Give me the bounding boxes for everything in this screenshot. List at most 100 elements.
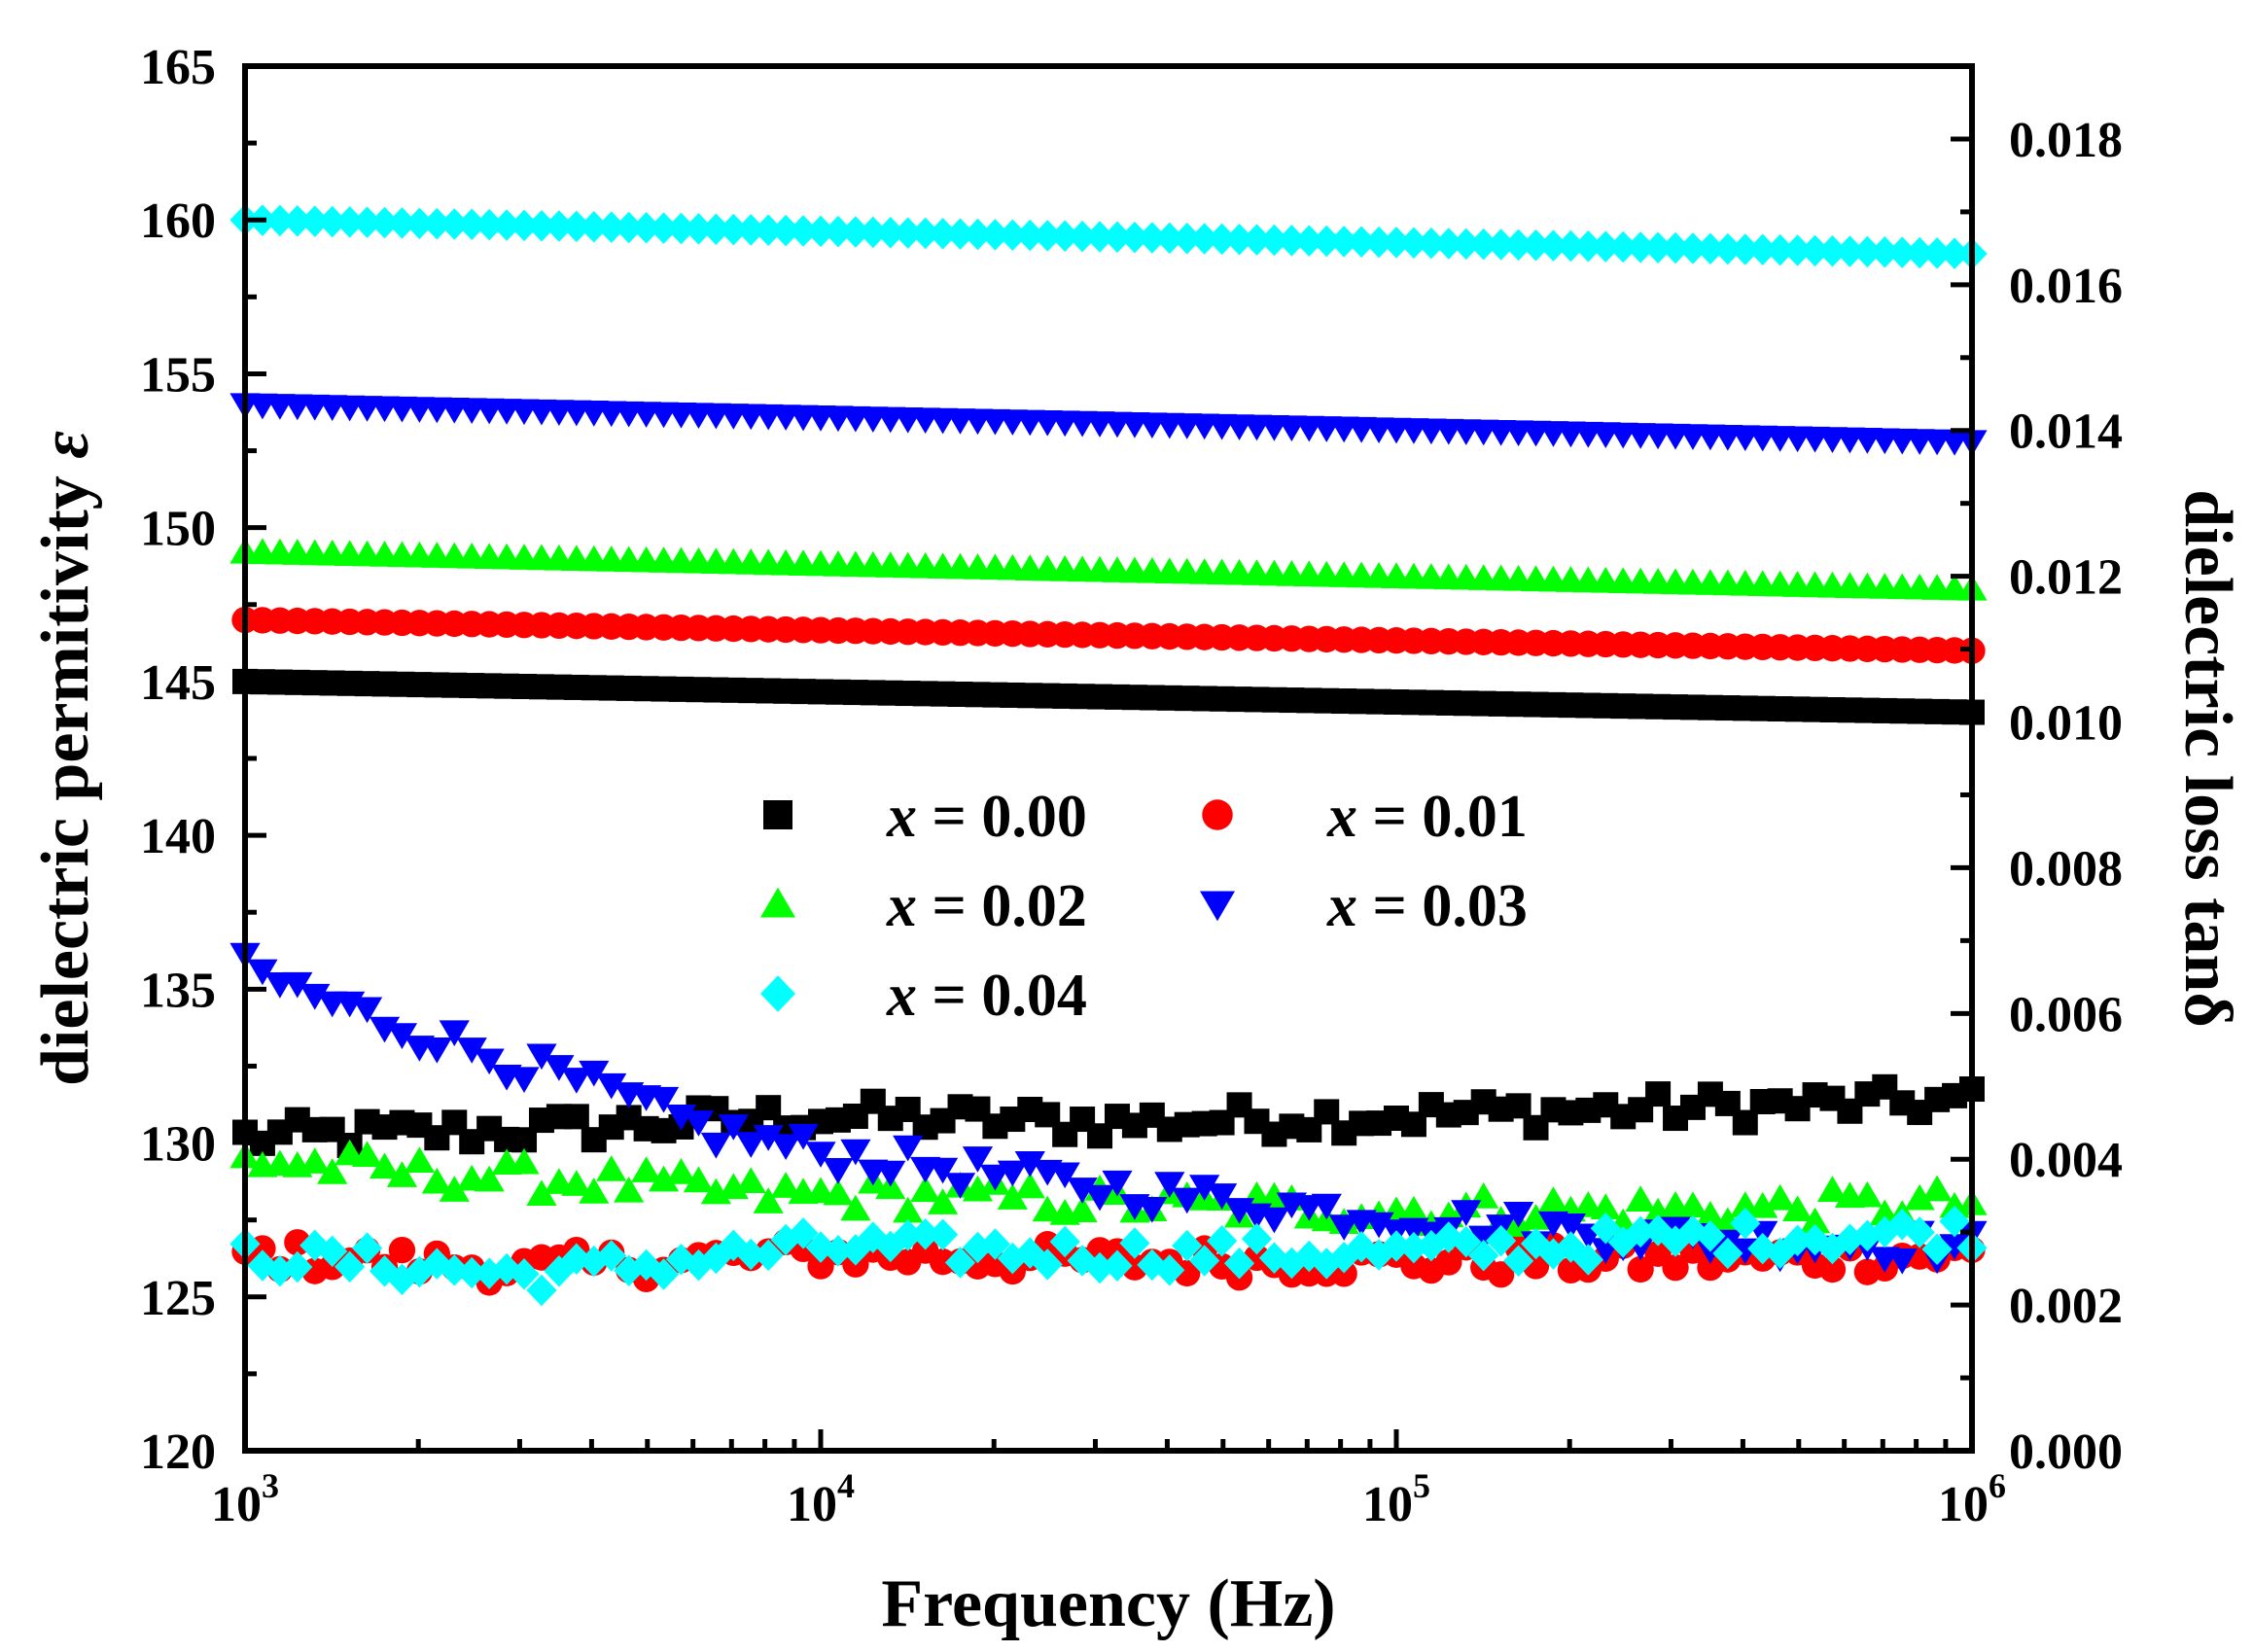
loss-point bbox=[317, 1158, 348, 1184]
loss-point bbox=[1049, 1225, 1080, 1258]
x-tick-base: 10 bbox=[211, 1477, 262, 1532]
permittivity-point bbox=[456, 208, 487, 241]
permittivity-point bbox=[1276, 225, 1307, 257]
loss-point bbox=[875, 1160, 906, 1187]
permittivity-point bbox=[1607, 230, 1638, 264]
loss-point bbox=[1625, 1215, 1656, 1248]
loss-point bbox=[1207, 1224, 1238, 1257]
loss-point bbox=[910, 1217, 941, 1250]
loss-point bbox=[1886, 1248, 1918, 1275]
permittivity-point bbox=[805, 215, 836, 248]
loss-point bbox=[1921, 1175, 1953, 1202]
y2-tick-label: 0.010 bbox=[2009, 696, 2123, 752]
y-tick-label: 145 bbox=[140, 655, 216, 711]
permittivity-point bbox=[1398, 227, 1429, 260]
loss-point bbox=[1939, 1234, 1970, 1260]
permittivity-point bbox=[1363, 226, 1394, 259]
loss-point bbox=[1468, 1225, 1499, 1252]
permittivity-point bbox=[1119, 221, 1150, 254]
legend-value: = 0.02 bbox=[917, 873, 1087, 939]
permittivity-point bbox=[1869, 236, 1900, 268]
y2-tick-label: 0.008 bbox=[2009, 841, 2123, 896]
loss-point bbox=[1537, 1186, 1569, 1213]
y2-tick-label: 0.012 bbox=[2009, 550, 2123, 606]
permittivity-point bbox=[1799, 234, 1831, 267]
permittivity-point bbox=[1572, 230, 1603, 263]
permittivity-point bbox=[614, 211, 645, 244]
permittivity-point bbox=[997, 219, 1028, 251]
permittivity-point bbox=[1939, 237, 1970, 269]
loss-point bbox=[561, 1068, 592, 1094]
loss-point bbox=[509, 1147, 540, 1175]
plot-area bbox=[229, 203, 1988, 1307]
loss-point bbox=[893, 1135, 924, 1162]
loss-point bbox=[1660, 1225, 1691, 1257]
loss-point bbox=[1067, 1177, 1098, 1204]
permittivity-point bbox=[1416, 227, 1447, 260]
permittivity-point bbox=[1346, 226, 1377, 258]
permittivity-point bbox=[1189, 223, 1220, 255]
loss-point bbox=[1154, 1172, 1185, 1198]
loss-point bbox=[893, 1219, 924, 1251]
permittivity-point bbox=[526, 209, 557, 242]
loss-point bbox=[1695, 1201, 1726, 1227]
legend-label-x002: x = 0.02 bbox=[886, 873, 1087, 939]
legend-value: = 0.01 bbox=[1357, 784, 1528, 850]
loss-point bbox=[456, 1256, 487, 1289]
permittivity-point bbox=[1712, 232, 1743, 265]
loss-point bbox=[1818, 1255, 1847, 1283]
loss-point bbox=[1747, 1191, 1778, 1218]
loss-point bbox=[596, 1072, 627, 1100]
loss-point bbox=[1502, 1245, 1534, 1278]
permittivity-point bbox=[491, 209, 522, 241]
y-axis-title-symbol: ε bbox=[28, 431, 103, 459]
loss-point bbox=[770, 1172, 801, 1198]
loss-point bbox=[439, 1176, 470, 1202]
loss-point bbox=[1189, 1175, 1220, 1201]
loss-point bbox=[474, 1165, 505, 1192]
loss-point bbox=[351, 997, 383, 1024]
permittivity-point bbox=[1520, 228, 1552, 262]
loss-point bbox=[823, 1235, 854, 1267]
series-permittivity-3 bbox=[229, 393, 1988, 457]
loss-point bbox=[1451, 1225, 1482, 1258]
legend-marker-x002 bbox=[760, 887, 795, 918]
loss-point bbox=[561, 1170, 592, 1196]
loss-point bbox=[631, 1156, 662, 1182]
permittivity-point bbox=[264, 204, 296, 237]
permittivity-point bbox=[648, 212, 680, 244]
loss-point bbox=[823, 1158, 854, 1184]
legend-marker-symbol bbox=[1202, 799, 1233, 830]
loss-point bbox=[596, 1240, 627, 1272]
loss-point bbox=[1555, 1213, 1586, 1240]
permittivity-point bbox=[1851, 235, 1883, 268]
loss-point bbox=[474, 1048, 505, 1075]
loss-point bbox=[770, 1134, 801, 1160]
permittivity-point bbox=[1468, 228, 1499, 261]
legend-label-x001: x = 0.01 bbox=[1326, 784, 1528, 850]
loss-point bbox=[1223, 1248, 1255, 1280]
x-tick-exponent: 4 bbox=[837, 1466, 855, 1505]
y2-axis-title: dielectric loss tanδ bbox=[2170, 489, 2245, 1027]
loss-point bbox=[875, 1230, 906, 1263]
loss-point bbox=[386, 1161, 418, 1187]
permittivity-point bbox=[334, 206, 366, 238]
loss-point bbox=[1314, 1099, 1340, 1125]
loss-point bbox=[404, 1146, 435, 1173]
loss-point bbox=[1032, 1248, 1063, 1281]
loss-point bbox=[526, 1043, 557, 1071]
permittivity-point bbox=[1433, 228, 1464, 260]
loss-point bbox=[1451, 1200, 1482, 1226]
loss-point bbox=[1921, 1233, 1953, 1265]
permittivity-point bbox=[1555, 229, 1586, 263]
permittivity-point bbox=[665, 212, 697, 245]
y-tick-label: 140 bbox=[140, 809, 216, 864]
loss-point bbox=[369, 1255, 401, 1287]
loss-point bbox=[1520, 1204, 1552, 1230]
loss-point bbox=[1904, 1183, 1935, 1211]
loss-point bbox=[421, 1037, 452, 1064]
loss-point bbox=[1782, 1195, 1813, 1222]
loss-point bbox=[648, 1258, 680, 1290]
loss-point bbox=[1799, 1207, 1831, 1234]
loss-point bbox=[753, 1187, 784, 1213]
